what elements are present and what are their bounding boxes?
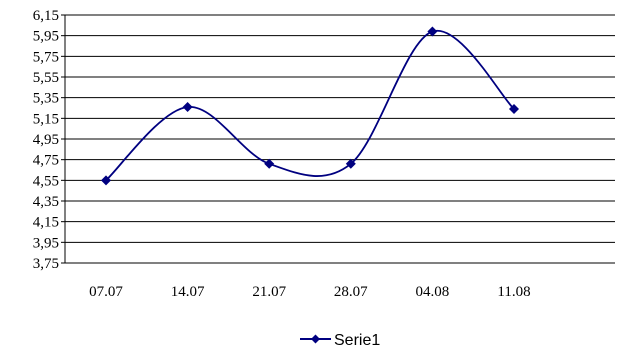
- axes: [61, 14, 66, 264]
- series-layer: [101, 26, 519, 186]
- x-tick-label: 28.07: [334, 284, 368, 300]
- data-point-marker: [427, 26, 438, 37]
- y-tick-labels: 6,15 5,95 5,75 5,55 5,35 5,15 4,95 4,75 4,55 4,35…: [33, 8, 59, 272]
- grid-lines: [65, 14, 615, 264]
- y-tick-label: 4,35: [33, 194, 59, 210]
- y-tick-label: 5,15: [33, 111, 59, 127]
- y-tick-label: 5,75: [33, 49, 59, 65]
- y-tick-label: 4,75: [33, 153, 59, 169]
- y-tick-label: 5,55: [33, 70, 59, 86]
- y-tick-label: 3,95: [33, 235, 59, 251]
- x-tick-label: 14.07: [171, 284, 205, 300]
- data-point-marker: [182, 101, 193, 112]
- y-tick-label: 4,15: [33, 215, 59, 231]
- x-tick-label: 04.08: [416, 284, 450, 300]
- data-point-marker: [264, 158, 275, 169]
- data-point-marker: [345, 158, 356, 169]
- x-tick-label: 11.08: [497, 284, 530, 300]
- data-point-marker: [509, 104, 519, 115]
- legend-marker-diamond: [311, 334, 320, 344]
- y-tick-label: 5,35: [33, 91, 59, 107]
- y-tick-label: 6,15: [33, 8, 59, 24]
- y-tick-label: 3,75: [33, 256, 59, 272]
- legend-label-serie1: Serie1: [334, 332, 380, 347]
- series-line-serie1: [105, 29, 515, 182]
- x-tick-label: 21.07: [252, 284, 286, 300]
- y-tick-label: 4,55: [33, 173, 59, 189]
- y-tick-label: 4,95: [33, 132, 59, 148]
- y-tick-label: 5,95: [33, 29, 59, 45]
- data-point-marker: [101, 175, 111, 186]
- x-tick-label: 07.07: [89, 284, 123, 300]
- legend: Serie1: [300, 332, 380, 347]
- x-tick-labels: 07.07 14.07 21.07 28.07 04.08 11.08: [89, 284, 530, 300]
